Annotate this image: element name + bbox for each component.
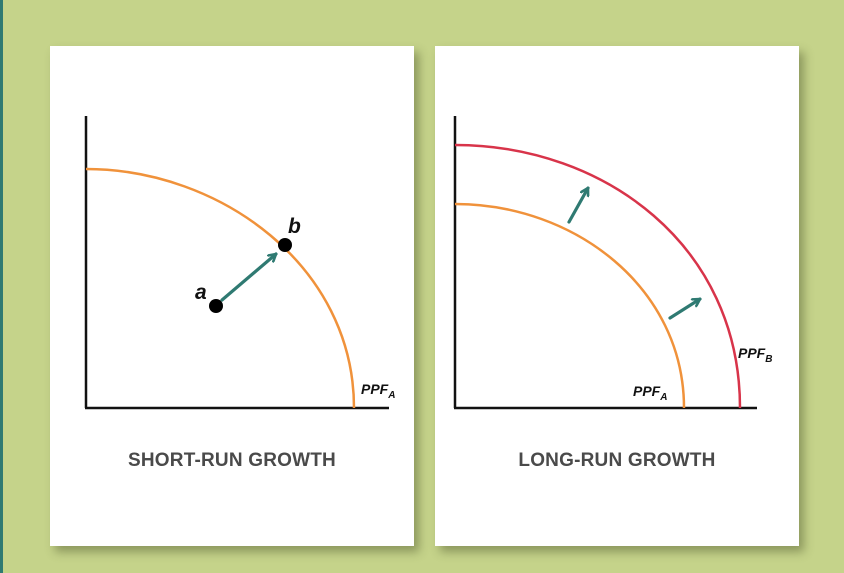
point-b: [278, 238, 292, 252]
shift-arrow-lower: [668, 297, 702, 320]
short-run-panel: a b PPFA SHORT-RUN GROWTH: [50, 46, 414, 546]
caption-long-run: LONG-RUN GROWTH: [518, 450, 716, 471]
point-a: [209, 299, 223, 313]
long-run-panel: PPFB PPFA LONG-RUN GROWTH: [435, 46, 799, 546]
ppf-a-curve: [454, 202, 686, 409]
ppf-a-curve: [85, 167, 356, 409]
long-run-diagram: PPFB PPFA: [453, 116, 772, 410]
point-a-label: a: [195, 281, 207, 304]
short-run-diagram: a b PPFA: [84, 116, 395, 410]
ppf-a-label: PPFA: [633, 383, 667, 403]
left-edge-stripe: [0, 0, 3, 573]
growth-arrow: [220, 252, 278, 302]
shift-arrow-upper: [567, 186, 590, 224]
point-b-label: b: [288, 215, 301, 238]
ppf-b-label: PPFB: [738, 345, 772, 365]
caption-short-run: SHORT-RUN GROWTH: [128, 450, 336, 471]
ppf-a-label: PPFA: [361, 381, 395, 401]
ppf-b-curve: [454, 143, 742, 409]
